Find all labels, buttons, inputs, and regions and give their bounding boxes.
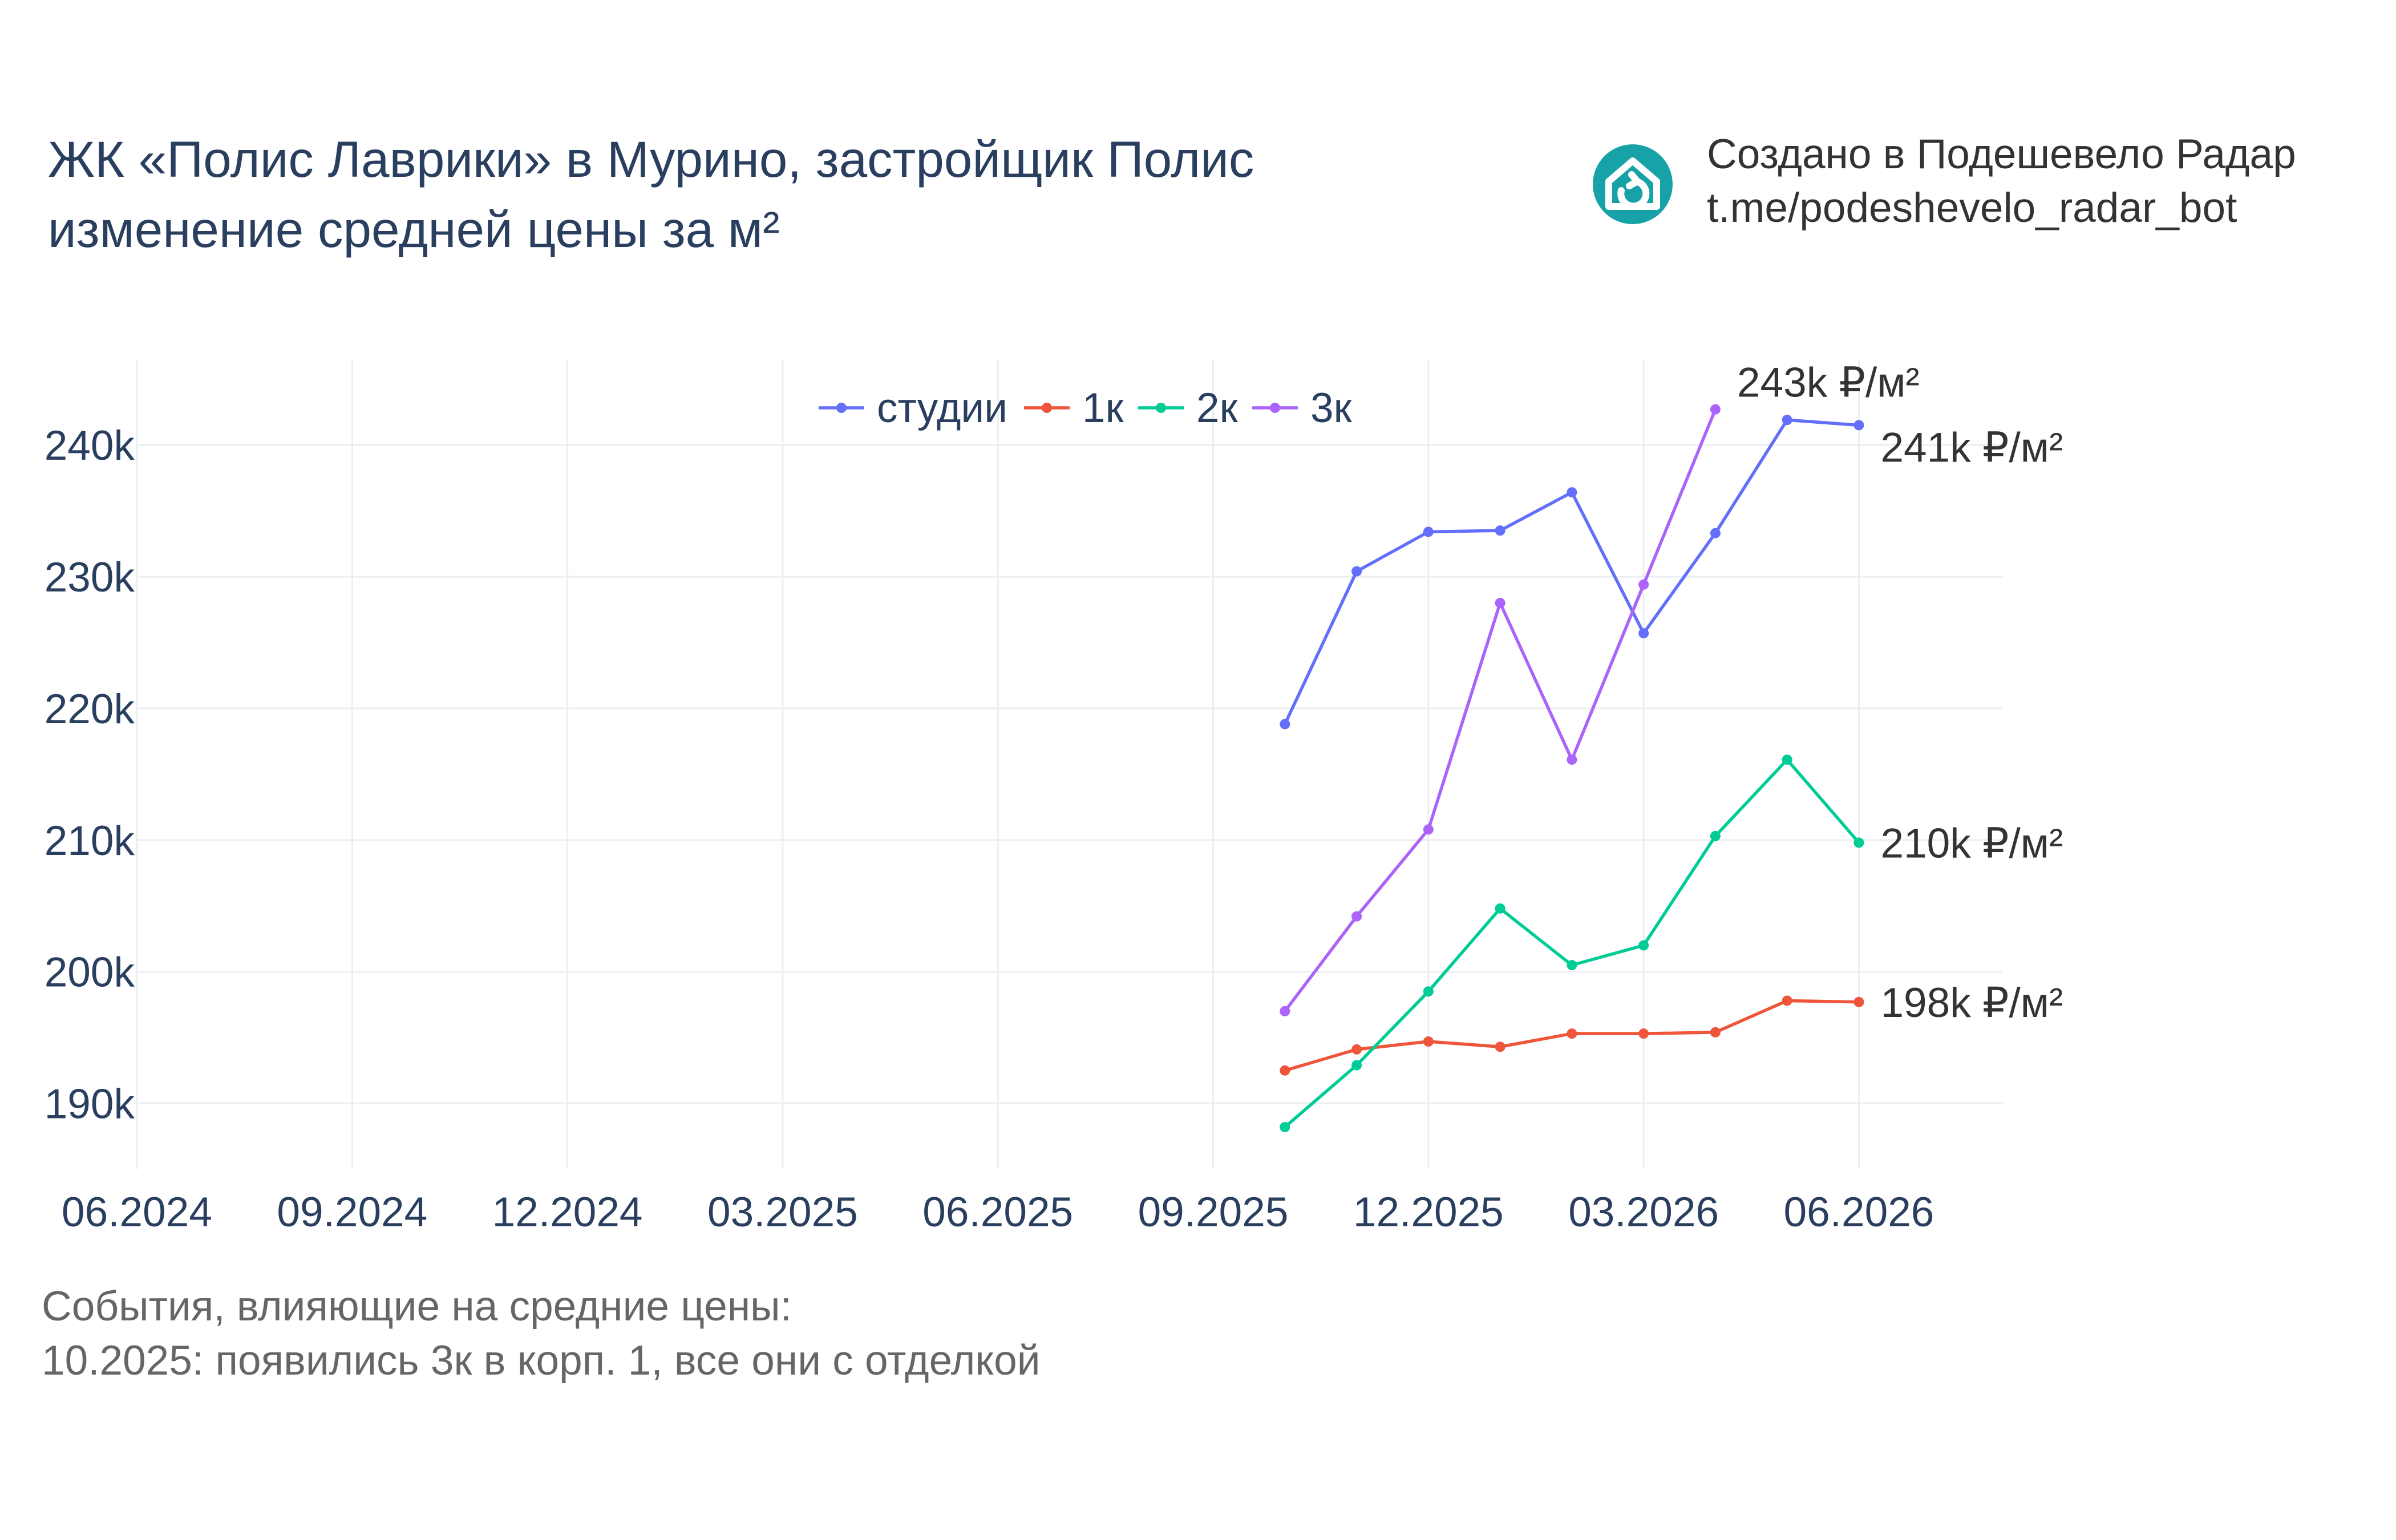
x-tick-label: 03.2025 [707,1189,858,1235]
data-point [1782,995,1792,1006]
house-refresh-icon [1605,157,1660,210]
x-tick-label: 06.2025 [922,1189,1073,1235]
data-point [1280,1065,1290,1076]
grid [136,359,2002,1169]
y-tick-label: 200k [44,950,135,996]
data-point [1351,1060,1362,1071]
chart-title-line2: изменение средней цены за м² [48,201,780,258]
legend-item-студии[interactable]: студии [819,385,1007,431]
legend-label: 1к [1082,385,1124,431]
data-point [1638,628,1649,639]
data-point [1567,960,1577,971]
series-2к [1280,754,1864,1133]
data-point [1351,1044,1362,1055]
x-tick-label: 09.2025 [1138,1189,1289,1235]
data-point [1567,487,1577,498]
y-tick-label: 240k [44,423,135,469]
data-point [1351,566,1362,577]
data-point [1495,598,1505,609]
brand-line1: Создано в Подешевело Радар [1707,131,2296,177]
legend-swatch-marker [1042,403,1052,413]
data-point [1280,1006,1290,1016]
data-point [1782,415,1792,425]
data-point [1495,1041,1505,1052]
legend-swatch-marker [1270,403,1280,413]
data-point [1567,1028,1577,1039]
series-end-label: 243k ₽/м² [1737,360,1920,406]
end-labels: 241k ₽/м² 198k ₽/м² 210k ₽/м² 243k ₽/м² [1737,360,2063,1026]
legend-label: 2к [1196,385,1239,431]
data-point [1567,754,1577,765]
events-heading: События, влияющие на средние цены: [42,1283,792,1330]
data-point [1423,1036,1434,1047]
legend[interactable]: студии 1к 2к 3к [819,385,1353,431]
plot-series [1280,404,1864,1133]
legend-swatch-marker [836,403,847,413]
legend-item-3к[interactable]: 3к [1252,385,1353,431]
data-point [1710,528,1721,538]
data-point [1280,1122,1290,1133]
axes: 06.2024 09.2024 12.2024 03.2025 06.2025 09.20… [44,423,1934,1235]
legend-item-2к[interactable]: 2к [1138,385,1239,431]
data-point [1853,996,1864,1007]
brand-logo [1593,144,1673,224]
series-end-label: 241k ₽/м² [1880,424,2063,471]
series-студии [1280,415,1864,730]
y-tick-label: 220k [44,686,135,732]
event-item: 10.2025: появились 3к в корп. 1, все они… [42,1338,1041,1384]
y-tick-label: 210k [44,818,135,864]
data-point [1638,940,1649,951]
data-point [1638,579,1649,590]
data-point [1495,525,1505,536]
legend-item-1к[interactable]: 1к [1024,385,1124,431]
brand-line2: t.me/podeshevelo_radar_bot [1707,185,2237,231]
y-tick-label: 190k [44,1081,135,1128]
data-point [1280,719,1290,730]
data-point [1853,837,1864,848]
data-point [1423,824,1434,835]
chart-title-line1: ЖК «Полис Лаврики» в Мурино, застройщик … [48,131,1254,188]
data-point [1495,903,1505,914]
x-tick-label: 06.2026 [1784,1189,1934,1235]
series-end-label: 198k ₽/м² [1880,980,2063,1026]
x-tick-label: 06.2024 [62,1189,212,1235]
x-tick-label: 09.2024 [277,1189,427,1235]
legend-label: студии [877,385,1007,431]
series-end-label: 210k ₽/м² [1880,820,2063,866]
data-point [1853,420,1864,431]
data-point [1782,754,1792,765]
y-tick-label: 230k [44,554,135,601]
x-tick-label: 12.2024 [492,1189,643,1235]
x-tick-label: 12.2025 [1353,1189,1504,1235]
series-1к [1280,995,1864,1076]
data-point [1638,1028,1649,1039]
data-point [1710,830,1721,841]
data-point [1351,911,1362,922]
legend-swatch-marker [1156,403,1166,413]
data-point [1423,526,1434,537]
data-point [1710,1027,1721,1038]
data-point [1423,986,1434,997]
series-3к [1280,404,1721,1016]
x-tick-label: 03.2026 [1568,1189,1719,1235]
legend-label: 3к [1310,385,1353,431]
data-point [1710,404,1721,415]
